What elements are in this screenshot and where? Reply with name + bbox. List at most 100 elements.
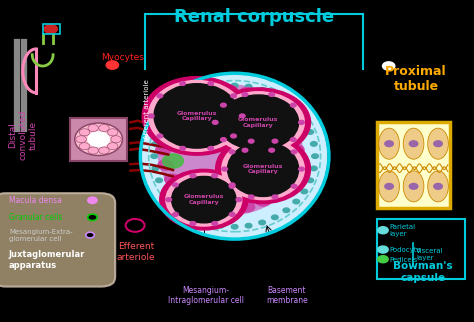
Ellipse shape bbox=[403, 128, 424, 159]
Circle shape bbox=[208, 81, 214, 85]
Circle shape bbox=[283, 100, 290, 104]
Circle shape bbox=[245, 84, 252, 89]
Circle shape bbox=[287, 129, 302, 139]
Circle shape bbox=[272, 93, 278, 97]
Circle shape bbox=[280, 174, 295, 185]
Circle shape bbox=[88, 197, 97, 204]
Circle shape bbox=[108, 143, 118, 150]
Circle shape bbox=[218, 223, 224, 228]
Circle shape bbox=[164, 174, 180, 185]
Circle shape bbox=[229, 150, 235, 154]
FancyBboxPatch shape bbox=[0, 193, 115, 287]
Circle shape bbox=[231, 83, 238, 88]
Circle shape bbox=[378, 227, 388, 234]
Circle shape bbox=[231, 134, 237, 138]
Circle shape bbox=[255, 93, 271, 104]
Circle shape bbox=[378, 256, 388, 263]
Circle shape bbox=[111, 136, 121, 143]
Ellipse shape bbox=[142, 74, 327, 238]
Ellipse shape bbox=[216, 135, 310, 204]
Text: Myocytes: Myocytes bbox=[101, 53, 144, 62]
Circle shape bbox=[99, 125, 109, 132]
Circle shape bbox=[79, 129, 90, 136]
Circle shape bbox=[269, 103, 284, 113]
Circle shape bbox=[108, 129, 118, 136]
Circle shape bbox=[162, 189, 168, 194]
Circle shape bbox=[280, 115, 295, 125]
Circle shape bbox=[222, 167, 228, 171]
Text: Glomerulus
Capillary: Glomerulus Capillary bbox=[238, 117, 279, 128]
Circle shape bbox=[220, 103, 226, 107]
Circle shape bbox=[259, 88, 265, 92]
Circle shape bbox=[312, 154, 319, 158]
Circle shape bbox=[272, 195, 278, 199]
Circle shape bbox=[383, 62, 395, 70]
Text: Pedicels: Pedicels bbox=[390, 257, 418, 263]
Text: Mesangium-Extra-
glomerular cell: Mesangium-Extra- glomerular cell bbox=[9, 229, 73, 242]
Circle shape bbox=[239, 202, 255, 212]
Circle shape bbox=[222, 204, 237, 214]
Circle shape bbox=[159, 135, 178, 148]
Circle shape bbox=[310, 166, 317, 171]
Ellipse shape bbox=[166, 173, 242, 226]
Circle shape bbox=[287, 160, 302, 170]
Ellipse shape bbox=[154, 84, 239, 148]
Circle shape bbox=[205, 202, 220, 212]
Circle shape bbox=[293, 199, 300, 204]
Circle shape bbox=[76, 136, 86, 143]
Circle shape bbox=[157, 94, 163, 98]
Circle shape bbox=[204, 88, 210, 92]
Ellipse shape bbox=[228, 142, 299, 196]
Circle shape bbox=[218, 84, 224, 89]
Circle shape bbox=[220, 137, 226, 141]
Circle shape bbox=[191, 93, 198, 97]
Ellipse shape bbox=[222, 138, 304, 200]
Ellipse shape bbox=[206, 88, 310, 157]
Circle shape bbox=[409, 141, 418, 147]
Text: Glomerulus
Capillary: Glomerulus Capillary bbox=[183, 194, 224, 205]
Ellipse shape bbox=[148, 80, 245, 151]
Circle shape bbox=[180, 208, 186, 213]
Circle shape bbox=[190, 222, 196, 225]
Circle shape bbox=[272, 215, 278, 220]
Text: Afferent arteriole: Afferent arteriole bbox=[144, 80, 150, 139]
Circle shape bbox=[86, 232, 94, 238]
Circle shape bbox=[175, 103, 191, 113]
Circle shape bbox=[180, 147, 185, 150]
Ellipse shape bbox=[218, 95, 299, 150]
Text: Podocyte: Podocyte bbox=[390, 247, 421, 252]
Circle shape bbox=[156, 178, 163, 183]
Circle shape bbox=[88, 125, 99, 132]
Circle shape bbox=[190, 174, 196, 178]
Circle shape bbox=[166, 198, 172, 202]
Circle shape bbox=[75, 123, 122, 156]
Circle shape bbox=[180, 81, 185, 85]
Circle shape bbox=[231, 94, 237, 98]
Text: Renal corpuscle: Renal corpuscle bbox=[173, 8, 334, 26]
Circle shape bbox=[229, 213, 235, 216]
Ellipse shape bbox=[379, 171, 400, 202]
Text: Parietal
layer: Parietal layer bbox=[390, 224, 416, 237]
Circle shape bbox=[269, 92, 274, 96]
Circle shape bbox=[229, 183, 235, 187]
Ellipse shape bbox=[158, 85, 302, 214]
Circle shape bbox=[173, 213, 178, 216]
Text: Glomerulus
Capillary: Glomerulus Capillary bbox=[243, 164, 283, 175]
Circle shape bbox=[106, 61, 118, 69]
Circle shape bbox=[164, 115, 180, 125]
Circle shape bbox=[175, 186, 191, 197]
Circle shape bbox=[301, 189, 308, 194]
Circle shape bbox=[293, 109, 300, 113]
Circle shape bbox=[259, 220, 265, 225]
Circle shape bbox=[292, 184, 297, 188]
Text: Basement
membrane: Basement membrane bbox=[266, 286, 308, 305]
Circle shape bbox=[378, 246, 388, 253]
Circle shape bbox=[208, 147, 214, 150]
Circle shape bbox=[385, 184, 393, 189]
Circle shape bbox=[245, 223, 252, 228]
Circle shape bbox=[156, 145, 171, 155]
Circle shape bbox=[301, 118, 308, 123]
Circle shape bbox=[126, 219, 145, 232]
Circle shape bbox=[189, 196, 204, 206]
Circle shape bbox=[434, 141, 442, 147]
